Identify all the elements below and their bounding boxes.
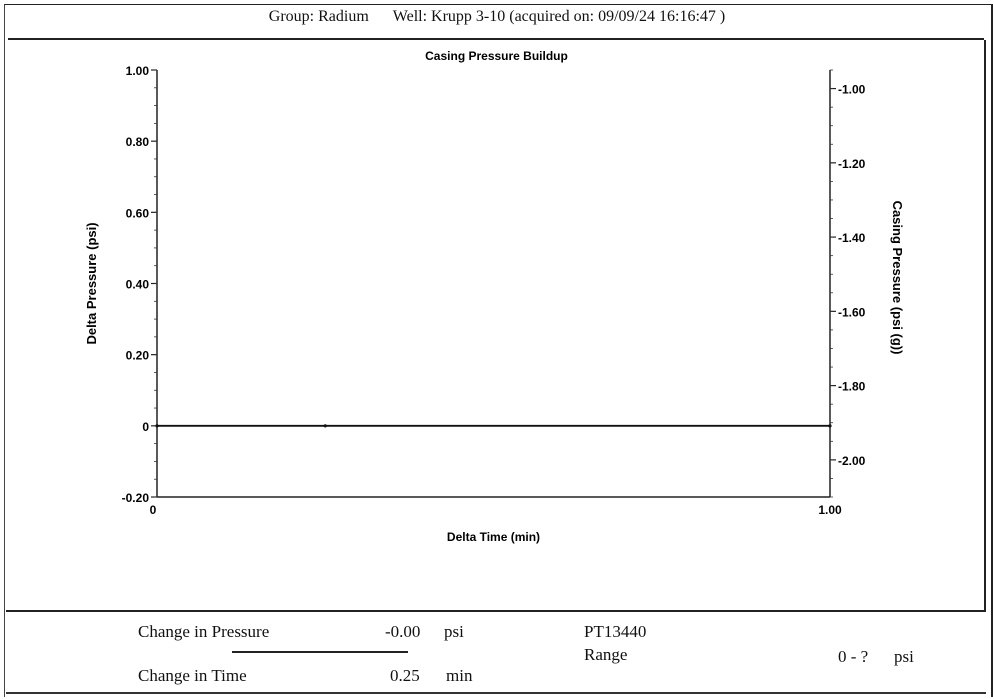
gauge-id: PT13440 [584, 622, 647, 641]
range-unit: psi [894, 647, 914, 666]
data-point [155, 424, 159, 428]
x-tick-label: 0 [150, 503, 157, 517]
change-in-time-value: 0.25 [390, 666, 420, 685]
change-in-pressure-value: -0.00 [385, 622, 421, 641]
bottom-rule [6, 692, 986, 694]
header-divider [8, 38, 984, 40]
well-label: Well: Krupp 3-10 (acquired on: 09/09/24 … [392, 8, 726, 25]
range-label: Range [584, 645, 628, 664]
y-tick-label: 0 [142, 420, 149, 434]
x-tick-label: 1.00 [818, 503, 842, 517]
data-point [323, 424, 327, 428]
y2-axis-label: Casing Pressure (psi (g)) [890, 201, 905, 355]
y2-tick-label: -1.40 [838, 231, 866, 245]
y-tick-label: 0.20 [126, 349, 150, 363]
x-axis-label: Delta Time (min) [447, 530, 540, 544]
y2-tick-label: -1.00 [838, 83, 866, 97]
change-in-pressure-label: Change in Pressure [138, 622, 270, 641]
y2-tick-label: -2.00 [838, 454, 866, 468]
y-tick-label: -0.20 [122, 491, 150, 505]
y-tick-label: 0.40 [126, 278, 150, 292]
group-label: Group: Radium [268, 8, 369, 25]
change-in-pressure-unit: psi [444, 622, 464, 641]
change-in-time-label: Change in Time [138, 666, 247, 685]
change-in-time-unit: min [446, 666, 473, 685]
page-frame [4, 4, 993, 697]
y2-tick-label: -1.80 [838, 380, 866, 394]
y-tick-label: 1.00 [126, 64, 150, 78]
footer-divider [6, 610, 986, 612]
y-axis-label: Delta Pressure (psi) [84, 222, 99, 344]
pressure-underline [232, 651, 408, 653]
y-tick-label: 0.80 [126, 135, 150, 149]
y2-tick-label: -1.20 [838, 157, 866, 171]
data-point [828, 424, 832, 428]
header: Group: Radium Well: Krupp 3-10 (acquired… [0, 8, 994, 26]
range-value: 0 - ? [838, 647, 869, 666]
y2-tick-label: -1.60 [838, 305, 866, 319]
plot-box [8, 40, 986, 610]
chart-title: Casing Pressure Buildup [425, 49, 568, 63]
y-tick-label: 0.60 [126, 206, 150, 220]
